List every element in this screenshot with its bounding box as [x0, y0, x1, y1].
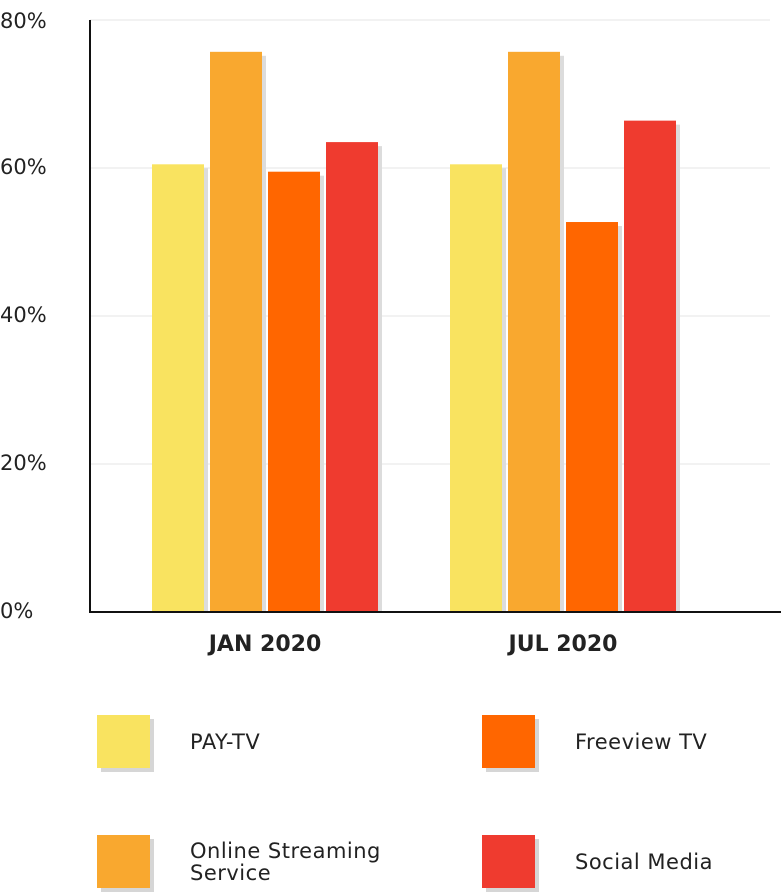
y-tick-label: 0%	[0, 599, 33, 623]
bar	[508, 51, 560, 612]
bar	[450, 164, 502, 613]
bar	[624, 120, 676, 612]
bar	[152, 164, 204, 613]
y-tick-label: 60%	[0, 155, 47, 179]
x-tick-label: JAN 2020	[207, 632, 322, 657]
y-tick-label: 20%	[0, 451, 47, 475]
bar	[326, 142, 378, 612]
x-tick-label: JUL 2020	[507, 632, 618, 657]
y-tick-label: 40%	[0, 303, 47, 327]
bar	[566, 222, 618, 612]
bar	[268, 171, 320, 612]
y-tick-label: 80%	[0, 9, 47, 33]
bar	[210, 51, 262, 612]
